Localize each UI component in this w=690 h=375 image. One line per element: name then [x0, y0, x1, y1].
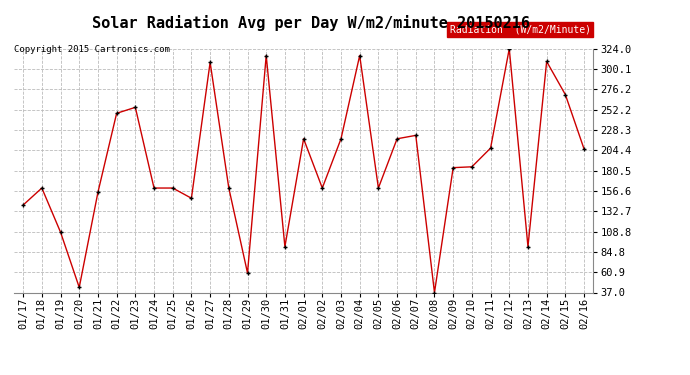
Point: [111, 110, 122, 116]
Point: [522, 244, 533, 250]
Point: [74, 284, 85, 290]
Point: [391, 136, 402, 142]
Point: [560, 92, 571, 98]
Point: [130, 104, 141, 110]
Point: [205, 59, 216, 65]
Text: Copyright 2015 Cartronics.com: Copyright 2015 Cartronics.com: [14, 45, 170, 54]
Point: [224, 185, 235, 191]
Point: [541, 58, 552, 64]
Point: [429, 290, 440, 296]
Point: [148, 185, 159, 191]
Point: [242, 270, 253, 276]
Point: [55, 229, 66, 235]
Point: [261, 53, 272, 58]
Point: [186, 195, 197, 201]
Point: [466, 164, 477, 170]
Point: [504, 46, 515, 52]
Point: [411, 132, 422, 138]
Point: [335, 136, 346, 142]
Text: Radiation  (W/m2/Minute): Radiation (W/m2/Minute): [449, 24, 591, 34]
Point: [279, 244, 290, 250]
Point: [317, 185, 328, 191]
Point: [448, 165, 459, 171]
Point: [578, 146, 589, 152]
Point: [92, 189, 104, 195]
Point: [37, 185, 48, 191]
Text: Solar Radiation Avg per Day W/m2/minute 20150216: Solar Radiation Avg per Day W/m2/minute …: [92, 15, 529, 31]
Point: [18, 202, 29, 208]
Point: [485, 145, 496, 151]
Point: [298, 136, 309, 142]
Point: [167, 185, 178, 191]
Point: [354, 53, 365, 58]
Point: [373, 185, 384, 191]
